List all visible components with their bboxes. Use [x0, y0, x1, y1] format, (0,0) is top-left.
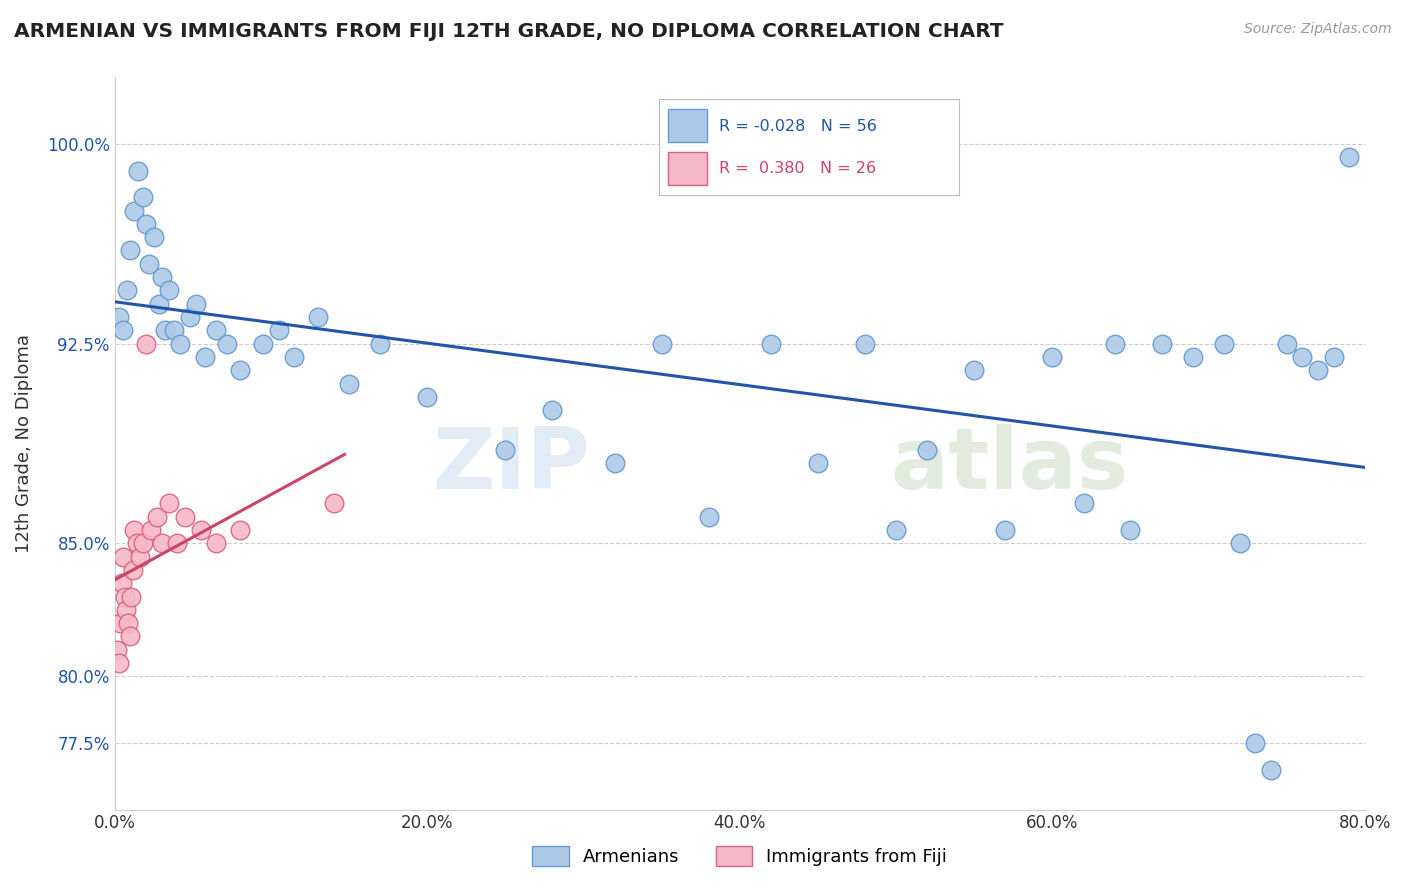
Point	[124, 523, 146, 537]
Point	[132, 190, 155, 204]
Point	[651, 336, 673, 351]
Point	[1244, 736, 1267, 750]
Point	[494, 443, 516, 458]
Point	[146, 509, 169, 524]
Point	[1275, 336, 1298, 351]
Point	[217, 336, 239, 351]
Text: ARMENIAN VS IMMIGRANTS FROM FIJI 12TH GRADE, NO DIPLOMA CORRELATION CHART: ARMENIAN VS IMMIGRANTS FROM FIJI 12TH GR…	[14, 22, 1004, 41]
Point	[121, 563, 143, 577]
Point	[205, 323, 228, 337]
Point	[322, 496, 344, 510]
Point	[1181, 350, 1204, 364]
Point	[111, 576, 134, 591]
Point	[117, 616, 139, 631]
Point	[150, 270, 173, 285]
Point	[205, 536, 228, 550]
Point	[994, 523, 1017, 537]
Point	[759, 336, 782, 351]
Point	[307, 310, 329, 324]
Point	[138, 257, 160, 271]
Point	[179, 310, 201, 324]
Point	[283, 350, 305, 364]
Point	[132, 536, 155, 550]
Point	[128, 549, 150, 564]
Point	[697, 509, 720, 524]
Point	[1339, 150, 1361, 164]
Text: Source: ZipAtlas.com: Source: ZipAtlas.com	[1244, 22, 1392, 37]
Point	[1104, 336, 1126, 351]
Point	[153, 323, 176, 337]
Point	[1260, 763, 1282, 777]
Point	[267, 323, 290, 337]
Point	[108, 310, 131, 324]
Point	[1213, 336, 1236, 351]
Legend: Armenians, Immigrants from Fiji: Armenians, Immigrants from Fiji	[526, 838, 955, 874]
Point	[603, 457, 626, 471]
Point	[1306, 363, 1329, 377]
Point	[118, 630, 141, 644]
Point	[1291, 350, 1313, 364]
Point	[112, 549, 135, 564]
Point	[120, 590, 142, 604]
Point	[1229, 536, 1251, 550]
Point	[174, 509, 197, 524]
Point	[853, 336, 876, 351]
Point	[917, 443, 939, 458]
Point	[114, 590, 136, 604]
Point	[252, 336, 274, 351]
Point	[963, 363, 986, 377]
Point	[541, 403, 564, 417]
Point	[127, 163, 149, 178]
Point	[159, 284, 181, 298]
Point	[416, 390, 439, 404]
Text: atlas: atlas	[890, 424, 1128, 507]
Point	[190, 523, 212, 537]
Point	[111, 323, 134, 337]
Point	[110, 616, 132, 631]
Point	[120, 244, 142, 258]
Point	[1119, 523, 1142, 537]
Point	[166, 536, 188, 550]
Point	[148, 296, 170, 310]
Point	[1040, 350, 1063, 364]
Point	[107, 656, 129, 670]
Point	[142, 230, 165, 244]
Point	[117, 284, 139, 298]
Point	[884, 523, 907, 537]
Point	[125, 536, 148, 550]
Point	[150, 536, 173, 550]
Point	[105, 642, 128, 657]
Point	[229, 523, 252, 537]
Text: ZIP: ZIP	[432, 424, 589, 507]
Point	[163, 323, 186, 337]
Point	[115, 603, 138, 617]
Point	[169, 336, 191, 351]
Point	[807, 457, 830, 471]
Point	[1150, 336, 1173, 351]
Point	[159, 496, 181, 510]
Point	[1073, 496, 1095, 510]
Point	[337, 376, 360, 391]
Point	[135, 217, 157, 231]
Point	[370, 336, 392, 351]
Point	[122, 203, 145, 218]
Point	[139, 523, 162, 537]
Point	[229, 363, 252, 377]
Point	[194, 350, 217, 364]
Point	[1322, 350, 1344, 364]
Point	[184, 296, 207, 310]
Y-axis label: 12th Grade, No Diploma: 12th Grade, No Diploma	[15, 334, 32, 553]
Point	[135, 336, 157, 351]
